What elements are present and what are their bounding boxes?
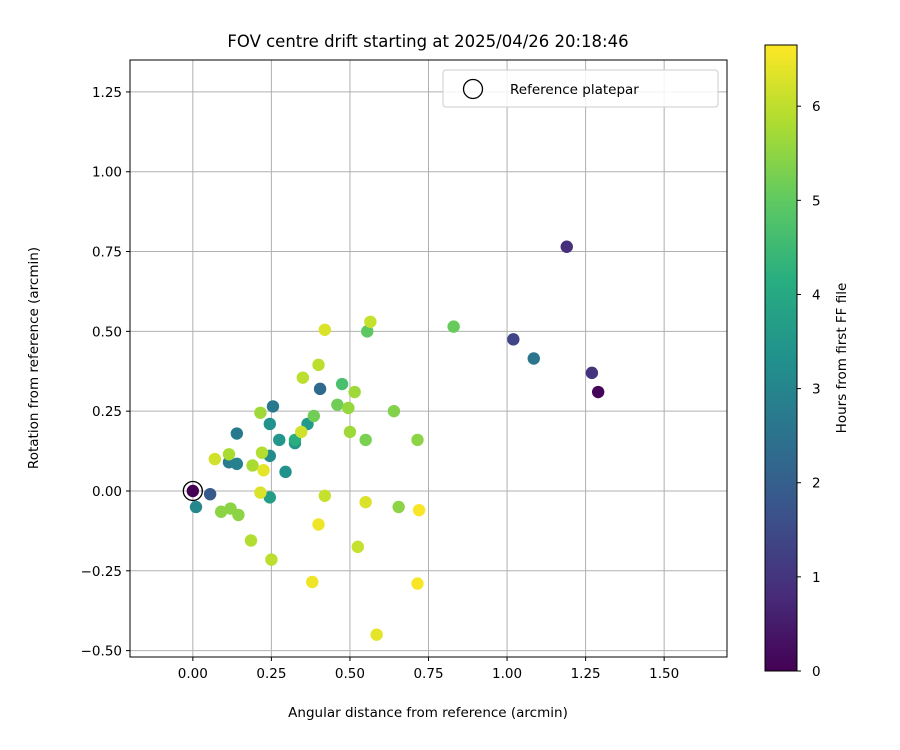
data-point bbox=[186, 484, 200, 498]
data-point bbox=[348, 385, 361, 399]
y-tick-label: −0.25 bbox=[81, 564, 122, 580]
data-point bbox=[387, 404, 401, 418]
colorbar: 0 1 2 3 4 5 6 Hours from first FF file bbox=[764, 44, 850, 680]
y-tick-label: 0.25 bbox=[92, 404, 122, 420]
data-points bbox=[182, 240, 605, 641]
data-point bbox=[359, 495, 372, 509]
x-tick-label: 0.00 bbox=[178, 666, 208, 682]
data-point bbox=[254, 486, 267, 499]
colorbar-tick-label: 4 bbox=[812, 287, 821, 303]
data-point bbox=[411, 433, 424, 447]
y-axis-label: Rotation from reference (arcmin) bbox=[26, 247, 42, 469]
legend-box bbox=[442, 69, 719, 108]
data-point bbox=[318, 489, 332, 502]
chart-title: FOV centre drift starting at 2025/04/26 … bbox=[227, 32, 628, 51]
legend-marker-reference bbox=[462, 78, 484, 100]
x-tick-label: 1.25 bbox=[571, 666, 601, 682]
data-point bbox=[361, 325, 374, 338]
data-point bbox=[560, 240, 573, 253]
data-point bbox=[296, 371, 310, 384]
x-tick-label: 0.50 bbox=[335, 666, 365, 682]
data-point bbox=[591, 385, 605, 399]
data-point bbox=[214, 505, 228, 518]
data-point bbox=[189, 500, 203, 514]
legend-label-reference: Reference platepar bbox=[510, 82, 639, 98]
data-point bbox=[342, 401, 355, 415]
colorbar-ticks: 0 1 2 3 4 5 6 bbox=[797, 99, 821, 680]
x-tick-label: 0.75 bbox=[413, 666, 443, 682]
data-point bbox=[351, 540, 365, 554]
data-point bbox=[203, 487, 217, 501]
y-tick-label: 0.50 bbox=[92, 324, 122, 340]
data-point bbox=[246, 459, 259, 472]
colorbar-tick-label: 3 bbox=[812, 382, 821, 398]
colorbar-tick-label: 6 bbox=[812, 99, 821, 115]
data-point bbox=[273, 433, 286, 447]
x-tick-label: 0.25 bbox=[256, 666, 286, 682]
legend: Reference platepar bbox=[442, 69, 719, 108]
x-tick-label: 1.00 bbox=[492, 666, 522, 682]
data-point bbox=[335, 377, 349, 391]
data-point bbox=[331, 398, 344, 411]
data-point bbox=[585, 366, 599, 380]
data-point bbox=[306, 575, 319, 589]
data-point bbox=[447, 320, 460, 333]
colorbar-label: Hours from first FF file bbox=[834, 283, 850, 434]
x-axis-label: Angular distance from reference (arcmin) bbox=[288, 705, 568, 721]
data-point bbox=[279, 465, 292, 479]
data-point bbox=[370, 628, 383, 641]
data-point bbox=[263, 491, 277, 504]
data-point bbox=[265, 553, 278, 566]
data-point bbox=[222, 448, 236, 461]
x-tick-label: 1.50 bbox=[649, 666, 679, 682]
data-point bbox=[359, 433, 372, 447]
data-point bbox=[412, 503, 426, 517]
data-point bbox=[318, 323, 332, 336]
colorbar-gradient bbox=[764, 44, 798, 672]
data-point bbox=[254, 406, 267, 419]
data-point bbox=[312, 358, 325, 372]
reference-marker bbox=[182, 480, 203, 502]
data-point bbox=[313, 382, 327, 396]
data-point bbox=[244, 534, 258, 547]
data-point bbox=[364, 315, 377, 328]
data-point bbox=[232, 508, 245, 522]
data-point bbox=[507, 333, 520, 346]
y-tick-label: −0.50 bbox=[81, 644, 122, 660]
data-point bbox=[307, 409, 321, 423]
data-point bbox=[255, 446, 269, 459]
grid-lines bbox=[130, 60, 727, 657]
x-axis-ticks: 0.00 0.25 0.50 0.75 1.00 1.25 1.50 bbox=[178, 657, 679, 682]
colorbar-tick-label: 2 bbox=[812, 476, 821, 492]
y-axis-ticks: −0.50 −0.25 0.00 0.25 0.50 0.75 1.00 1.25 bbox=[81, 85, 130, 660]
y-tick-label: 0.75 bbox=[92, 245, 122, 261]
data-point bbox=[392, 500, 405, 514]
data-point bbox=[263, 417, 277, 431]
data-point bbox=[230, 427, 244, 440]
data-point bbox=[208, 452, 222, 466]
data-point bbox=[411, 577, 424, 590]
y-tick-label: 0.00 bbox=[92, 484, 122, 500]
colorbar-tick-label: 1 bbox=[812, 570, 821, 586]
data-point bbox=[312, 518, 325, 531]
data-point bbox=[343, 425, 357, 439]
y-tick-label: 1.25 bbox=[92, 85, 122, 101]
data-point bbox=[230, 457, 244, 471]
data-point bbox=[527, 352, 540, 365]
data-point bbox=[266, 400, 280, 413]
colorbar-tick-label: 5 bbox=[812, 193, 821, 209]
data-point bbox=[257, 464, 270, 477]
y-tick-label: 1.00 bbox=[92, 165, 122, 181]
colorbar-tick-label: 0 bbox=[812, 664, 821, 680]
data-point bbox=[295, 425, 308, 439]
